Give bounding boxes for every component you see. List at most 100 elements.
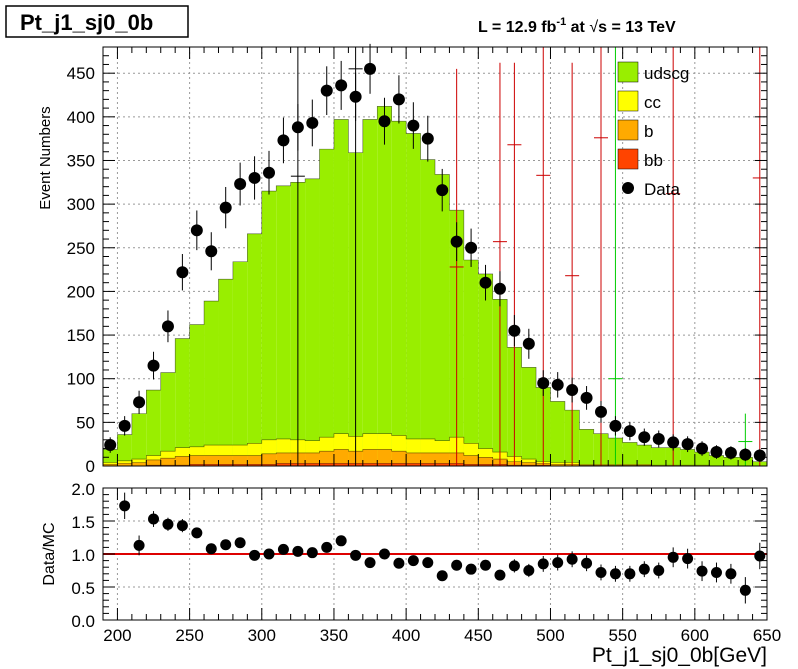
ratio-point	[306, 547, 318, 559]
ratio-point	[523, 565, 535, 576]
bar-udscg	[276, 185, 291, 466]
legend-swatch-cc	[617, 90, 639, 112]
bar-b	[319, 451, 334, 466]
bar-bb	[391, 463, 407, 466]
bar-bb	[377, 463, 392, 466]
ratio-point	[220, 539, 232, 551]
ratio-point	[494, 569, 506, 581]
bar-udscg	[680, 449, 695, 466]
data-point	[696, 442, 709, 455]
ratio-point	[508, 560, 520, 572]
bar-udscg	[709, 455, 724, 466]
ratio-point	[653, 565, 665, 576]
ratio-point	[148, 513, 160, 525]
luminosity-label: L = 12.9 fb-1 at √s = 13 TeV	[478, 16, 676, 36]
bar-udscg	[463, 259, 479, 466]
ratio-point	[364, 557, 376, 569]
bar-bb	[232, 464, 248, 466]
data-point	[479, 276, 492, 289]
bar-b	[232, 455, 248, 466]
ratio-point	[624, 568, 636, 580]
bar-bb	[333, 463, 349, 466]
data-point	[234, 178, 247, 191]
ratio-point	[682, 553, 694, 565]
ratio-point	[581, 557, 593, 569]
legend-swatch-b	[617, 119, 639, 141]
y-axis-label: Event Numbers	[37, 106, 54, 209]
ratio-point	[451, 559, 463, 571]
bar-b	[333, 449, 349, 466]
y-tick-label: 450	[67, 64, 95, 83]
ratio-point	[436, 570, 448, 582]
bar-b	[175, 456, 190, 466]
data-point	[190, 224, 203, 237]
data-point	[580, 391, 593, 404]
ratio-point	[335, 535, 347, 547]
data-point	[378, 115, 391, 128]
data-point	[609, 419, 622, 432]
data-point	[450, 235, 463, 248]
legend-label-cc: cc	[644, 93, 662, 112]
data-point	[566, 384, 579, 397]
data-point	[349, 90, 362, 103]
ratio-point	[595, 566, 607, 578]
lumi-prefix: L = 12.9 fb	[478, 19, 557, 36]
data-point	[465, 241, 478, 254]
ratio-point	[725, 568, 737, 580]
bar-udscg	[637, 445, 652, 466]
ratio-point	[638, 563, 650, 575]
bar-udscg	[377, 106, 392, 466]
bar-udscg	[694, 452, 710, 466]
bar-b	[131, 462, 147, 466]
y-tick-label: 250	[67, 239, 95, 258]
bar-udscg	[131, 413, 147, 466]
bar-b	[261, 453, 277, 466]
bar-outline-udscg	[102, 106, 767, 466]
ratio-y-tick-label: 2.0	[71, 480, 95, 499]
bar-udscg	[550, 401, 565, 466]
bar-bb	[261, 464, 277, 466]
sqrt-symbol: √	[589, 19, 598, 36]
bar-b	[247, 455, 262, 466]
bar-b	[406, 452, 421, 466]
bar-b	[160, 458, 176, 466]
data-point	[551, 378, 564, 391]
legend-swatch-udscg	[617, 61, 639, 83]
data-point	[421, 132, 434, 145]
bar-udscg	[420, 159, 435, 466]
ratio-point	[191, 527, 203, 539]
bar-bb	[247, 464, 262, 466]
data-point	[263, 166, 275, 179]
bar-udscg	[247, 233, 262, 466]
x-tick-label: 650	[753, 626, 781, 645]
ratio-point	[754, 550, 766, 562]
bar-bb	[204, 464, 219, 466]
y-tick-label: 150	[67, 326, 95, 345]
ratio-point	[739, 584, 751, 596]
ratio-y-tick-label: 1.5	[71, 513, 95, 532]
data-point	[161, 320, 174, 333]
bar-udscg	[319, 149, 334, 466]
ratio-point	[133, 539, 145, 551]
bar-bb	[463, 464, 479, 466]
ratio-point	[162, 518, 174, 530]
ratio-point	[205, 543, 217, 555]
bar-outline-b	[102, 449, 767, 467]
x-tick-label: 550	[608, 626, 636, 645]
bar-bb	[362, 463, 378, 466]
ratio-point	[277, 543, 289, 555]
data-point	[493, 282, 506, 295]
lumi-suffix: = 13 TeV	[607, 19, 676, 36]
bar-b	[463, 455, 479, 466]
bar-udscg	[723, 457, 739, 466]
legend-label-data: Data	[644, 180, 680, 199]
bar-bb	[478, 464, 493, 466]
y-tick-label: 200	[67, 282, 95, 301]
legend-swatch-data	[622, 182, 634, 194]
data-point	[667, 436, 680, 449]
data-point	[739, 448, 752, 461]
y-tick-label: 100	[67, 370, 95, 389]
data-point	[595, 405, 607, 418]
